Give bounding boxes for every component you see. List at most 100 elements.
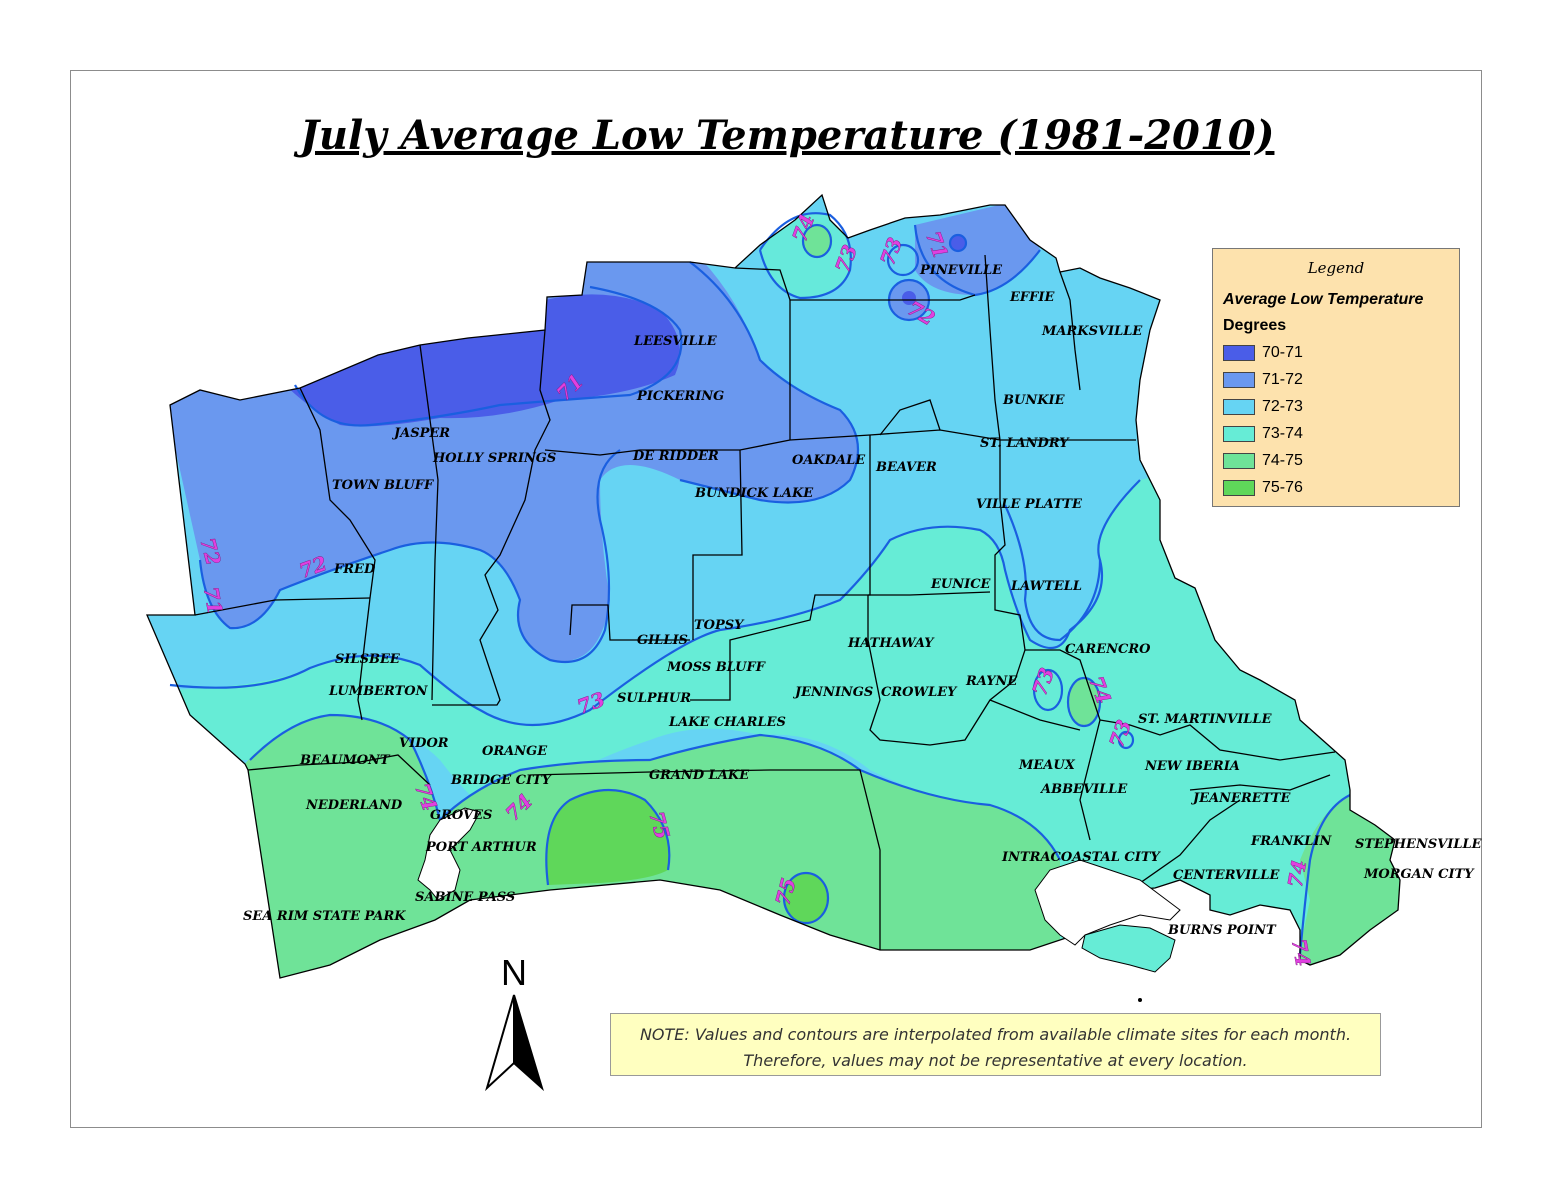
map-frame (70, 70, 1482, 1128)
legend-label: 70-71 (1262, 344, 1303, 361)
sabine-lake (417, 807, 481, 901)
place-gillis: GILLIS (637, 633, 688, 648)
place-bundick-lake: BUNDICK LAKE (694, 486, 814, 501)
place-lawtell: LAWTELL (1010, 579, 1082, 594)
zone-71-72-pineville (915, 200, 1040, 295)
contour-74-morgan (1298, 794, 1351, 956)
legend-subtitle: Average Low Temperature (1223, 291, 1424, 308)
boundary-lafayette-east (1025, 649, 1101, 841)
region-outline (146, 193, 1401, 979)
place-bridge-city: BRIDGE CITY (450, 773, 553, 788)
legend-panel: Legend Average Low Temperature Degrees 7… (1212, 248, 1460, 507)
place-sabine-pass: SABINE PASS (415, 890, 515, 905)
boundary-calcasieu-north (569, 604, 690, 641)
contour-73-stmartin (1117, 730, 1135, 750)
place-labels: LEESVILLE PINEVILLE EFFIE MARKSVILLE BUN… (243, 263, 1483, 938)
legend-swatch (1223, 453, 1255, 469)
place-centerville: CENTERVILLE (1173, 868, 1281, 883)
boundary-vermilion-north (989, 699, 1081, 731)
place-jeanerette: JEANERETTE (1190, 791, 1292, 806)
contour-75-coast (782, 871, 830, 925)
contour-71-a (294, 285, 683, 427)
map-title: July Average Low Temperature (1981-2010) (300, 112, 1275, 159)
place-crowley: CROWLEY (881, 685, 958, 700)
place-rayne: RAYNE (965, 674, 1018, 689)
place-bunkie: BUNKIE (1002, 393, 1066, 408)
boundary-jefferson-north (247, 754, 431, 786)
legend-item: 71-72 (1223, 370, 1303, 390)
place-lake-charles: LAKE CHARLES (668, 715, 786, 730)
place-beaumont: BEAUMONT (299, 753, 391, 768)
boundary-allen-west (692, 449, 743, 640)
place-beaver: BEAVER (875, 460, 937, 475)
place-vidor: VIDOR (399, 736, 449, 751)
contour-label-74-morgan: 74 (1287, 937, 1315, 969)
place-stephensville: STEPHENSVILLE (1355, 837, 1483, 852)
place-groves: GROVES (430, 808, 492, 823)
place-sulphur: SULPHUR (617, 691, 691, 706)
place-ville-platte: VILLE PLATTE (976, 497, 1083, 512)
place-marksville: MARKSVILLE (1041, 324, 1143, 339)
place-carencro: CARENCRO (1065, 642, 1151, 657)
boundary-acadia-north (868, 591, 991, 596)
place-pickering: PICKERING (636, 389, 724, 404)
contour-lines (169, 212, 1351, 956)
boundary-rapides (734, 267, 976, 301)
zone-73-74 (147, 470, 1400, 978)
boundary-cameron (529, 769, 881, 950)
place-eunice: EUNICE (930, 577, 992, 592)
place-burns-point: BURNS POINT (1167, 923, 1277, 938)
legend-label: 71-72 (1262, 371, 1303, 388)
boundary-jasper-tyler (419, 344, 439, 701)
zone-70-71-spot-b (902, 291, 916, 305)
place-leesville: LEESVILLE (633, 334, 718, 349)
boundary-avoyelles (879, 399, 941, 436)
place-st-landry: ST. LANDRY (980, 436, 1070, 451)
legend-item: 75-76 (1223, 478, 1303, 498)
boundary-sabine-river (432, 329, 551, 706)
note-box: NOTE: Values and contours are interpolat… (610, 1013, 1381, 1076)
legend-swatch (1223, 426, 1255, 442)
legend-swatch (1223, 372, 1255, 388)
legend-swatch (1223, 480, 1255, 496)
place-nederland: NEDERLAND (305, 798, 403, 813)
contour-71-pineville (948, 233, 968, 253)
place-jennings: JENNINGS (792, 685, 873, 700)
legend-label: 74-75 (1262, 452, 1303, 469)
north-arrow: N (485, 952, 544, 1092)
note-line-2: Therefore, values may not be representat… (743, 1051, 1248, 1070)
legend-unit: Degrees (1223, 317, 1287, 334)
place-effie: EFFIE (1009, 290, 1055, 305)
contour-74-north (801, 223, 833, 259)
place-lumberton: LUMBERTON (328, 684, 429, 699)
north-arrow-left (485, 994, 515, 1092)
place-intracoastal-city: INTRACOASTAL CITY (1001, 850, 1161, 865)
zone-74-75-north-core (803, 225, 831, 257)
legend-label: 73-74 (1262, 425, 1303, 442)
legend-item: 72-73 (1223, 397, 1303, 417)
north-arrow-right (513, 994, 544, 1092)
place-silsbee: SILSBEE (335, 652, 401, 667)
contour-73-rayne (1032, 668, 1064, 712)
place-town-bluff: TOWN BLUFF (332, 478, 434, 493)
legend-item: 70-71 (1223, 343, 1303, 363)
boundary-jasper-newton (299, 387, 376, 721)
place-oakdale: OAKDALE (792, 453, 866, 468)
contour-74 (249, 713, 1061, 861)
place-abbeville: ABBEVILLE (1039, 782, 1128, 797)
zone-70-71-spot-a (950, 235, 966, 251)
contour-73 (169, 479, 1141, 726)
contour-73-north (758, 212, 852, 300)
legend-title: Legend (1307, 259, 1365, 277)
place-holly-springs: HOLLY SPRINGS (432, 451, 556, 466)
contour-72-south (198, 449, 621, 664)
place-orange: ORANGE (482, 744, 548, 759)
place-pineville: PINEVILLE (919, 263, 1003, 278)
place-meaux: MEAUX (1018, 758, 1076, 773)
contour-73-pineville (886, 243, 920, 277)
contour-label-71-west: 71 (199, 585, 227, 617)
islet (1138, 998, 1142, 1002)
place-sea-rim-state-park: SEA RIM STATE PARK (243, 909, 406, 924)
legend-label: 75-76 (1262, 479, 1303, 496)
